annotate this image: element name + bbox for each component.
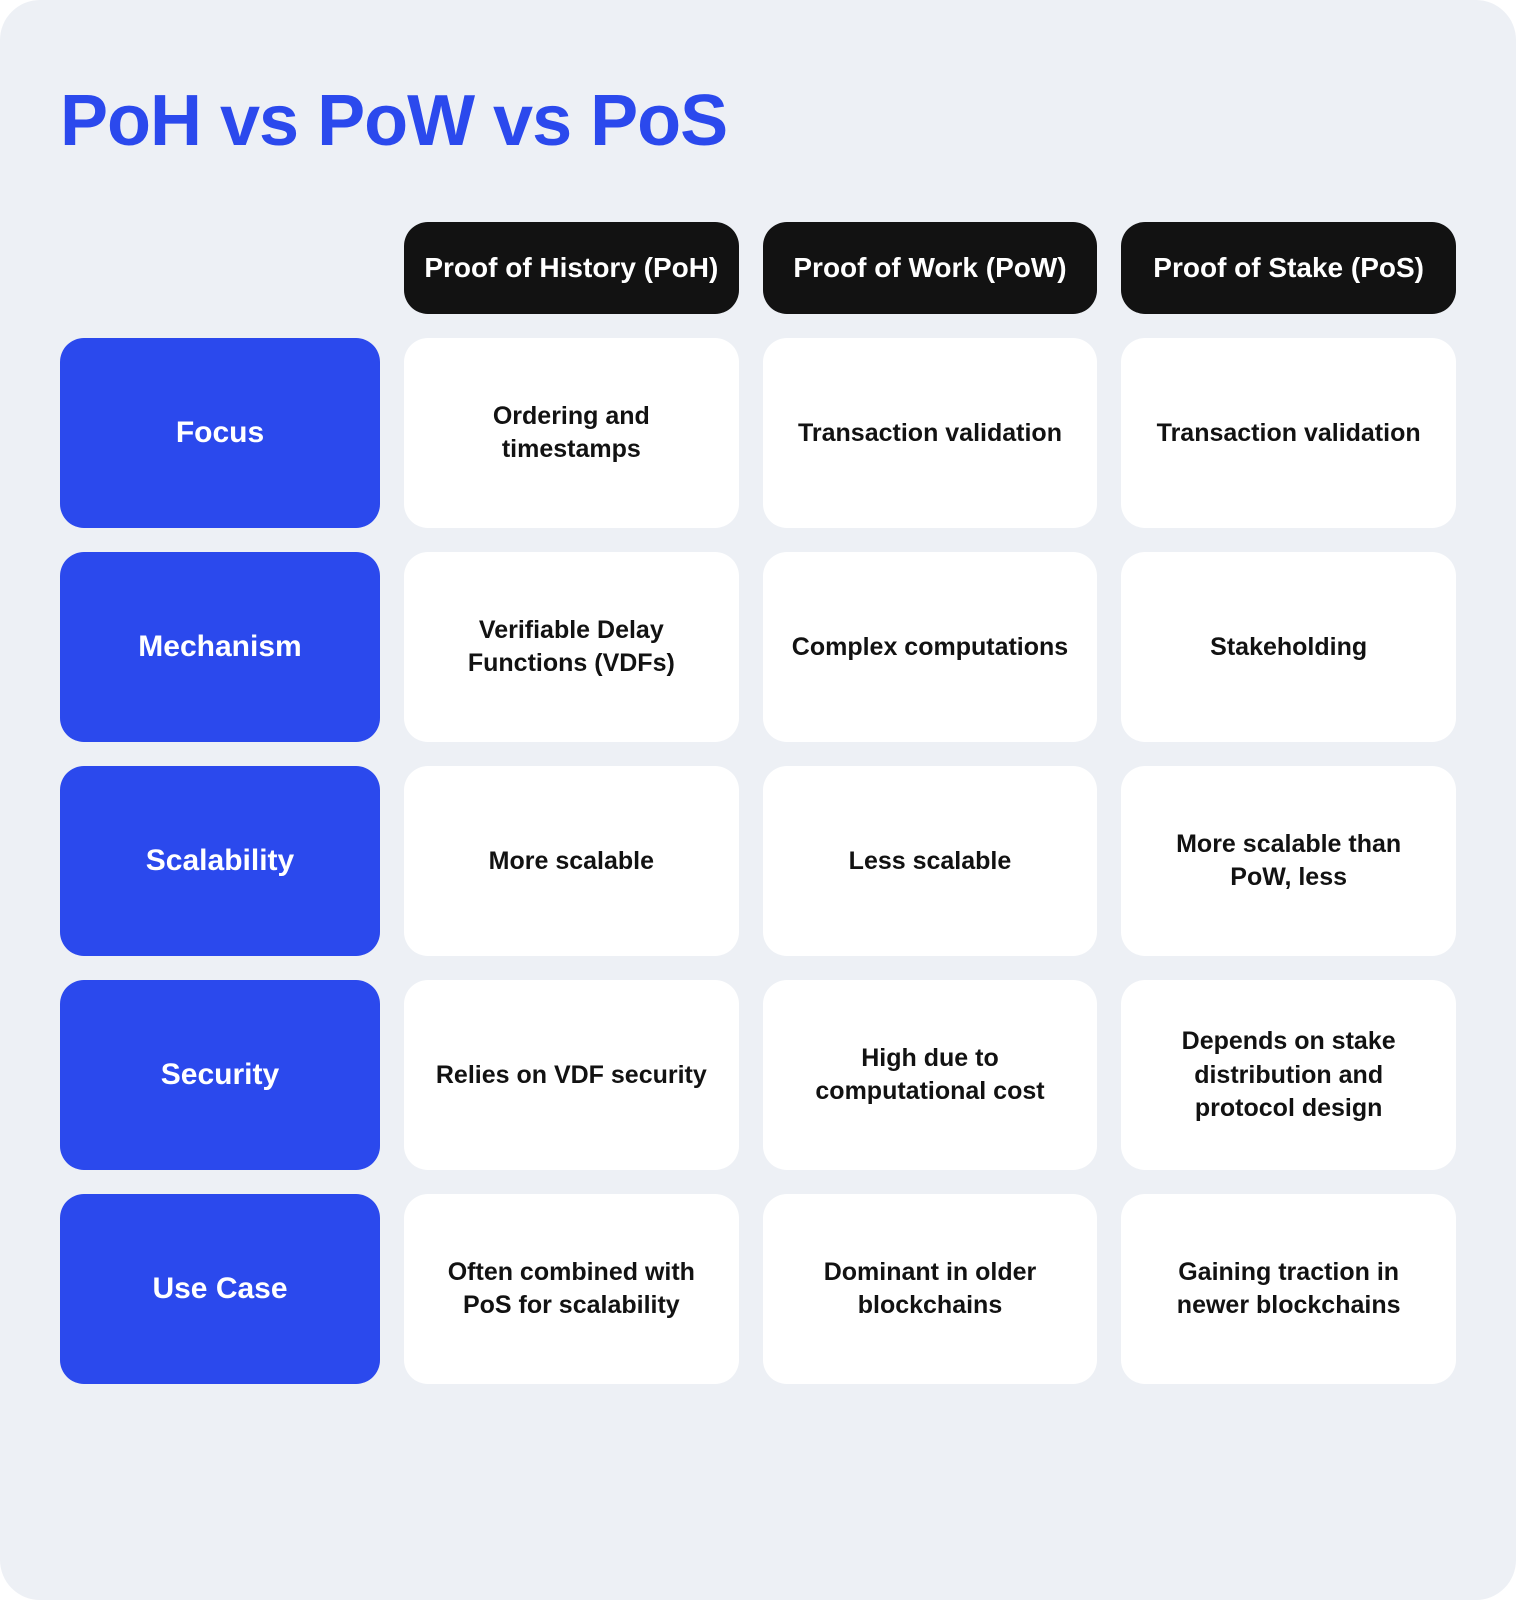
cell-focus-poh: Ordering and timestamps xyxy=(404,338,739,528)
col-header-poh: Proof of History (PoH) xyxy=(404,222,739,314)
cell-mechanism-poh: Verifiable Delay Functions (VDFs) xyxy=(404,552,739,742)
page-title: PoH vs PoW vs PoS xyxy=(60,80,1456,162)
cell-security-pos: Depends on stake distribution and protoc… xyxy=(1121,980,1456,1170)
row-label-focus: Focus xyxy=(60,338,380,528)
cell-usecase-pos: Gaining traction in newer blockchains xyxy=(1121,1194,1456,1384)
cell-focus-pos: Transaction validation xyxy=(1121,338,1456,528)
cell-security-poh: Relies on VDF security xyxy=(404,980,739,1170)
cell-usecase-poh: Often combined with PoS for scalability xyxy=(404,1194,739,1384)
row-label-usecase: Use Case xyxy=(60,1194,380,1384)
cell-scalability-poh: More scalable xyxy=(404,766,739,956)
header-empty-cell xyxy=(60,222,380,314)
cell-scalability-pow: Less scalable xyxy=(763,766,1098,956)
cell-mechanism-pos: Stakeholding xyxy=(1121,552,1456,742)
cell-scalability-pos: More scalable than PoW, less xyxy=(1121,766,1456,956)
row-label-mechanism: Mechanism xyxy=(60,552,380,742)
row-label-scalability: Scalability xyxy=(60,766,380,956)
cell-mechanism-pow: Complex computations xyxy=(763,552,1098,742)
comparison-card: PoH vs PoW vs PoS Proof of History (PoH)… xyxy=(0,0,1516,1600)
col-header-pow: Proof of Work (PoW) xyxy=(763,222,1098,314)
cell-security-pow: High due to computational cost xyxy=(763,980,1098,1170)
cell-usecase-pow: Dominant in older blockchains xyxy=(763,1194,1098,1384)
row-label-security: Security xyxy=(60,980,380,1170)
col-header-pos: Proof of Stake (PoS) xyxy=(1121,222,1456,314)
comparison-grid: Proof of History (PoH) Proof of Work (Po… xyxy=(60,222,1456,1384)
cell-focus-pow: Transaction validation xyxy=(763,338,1098,528)
